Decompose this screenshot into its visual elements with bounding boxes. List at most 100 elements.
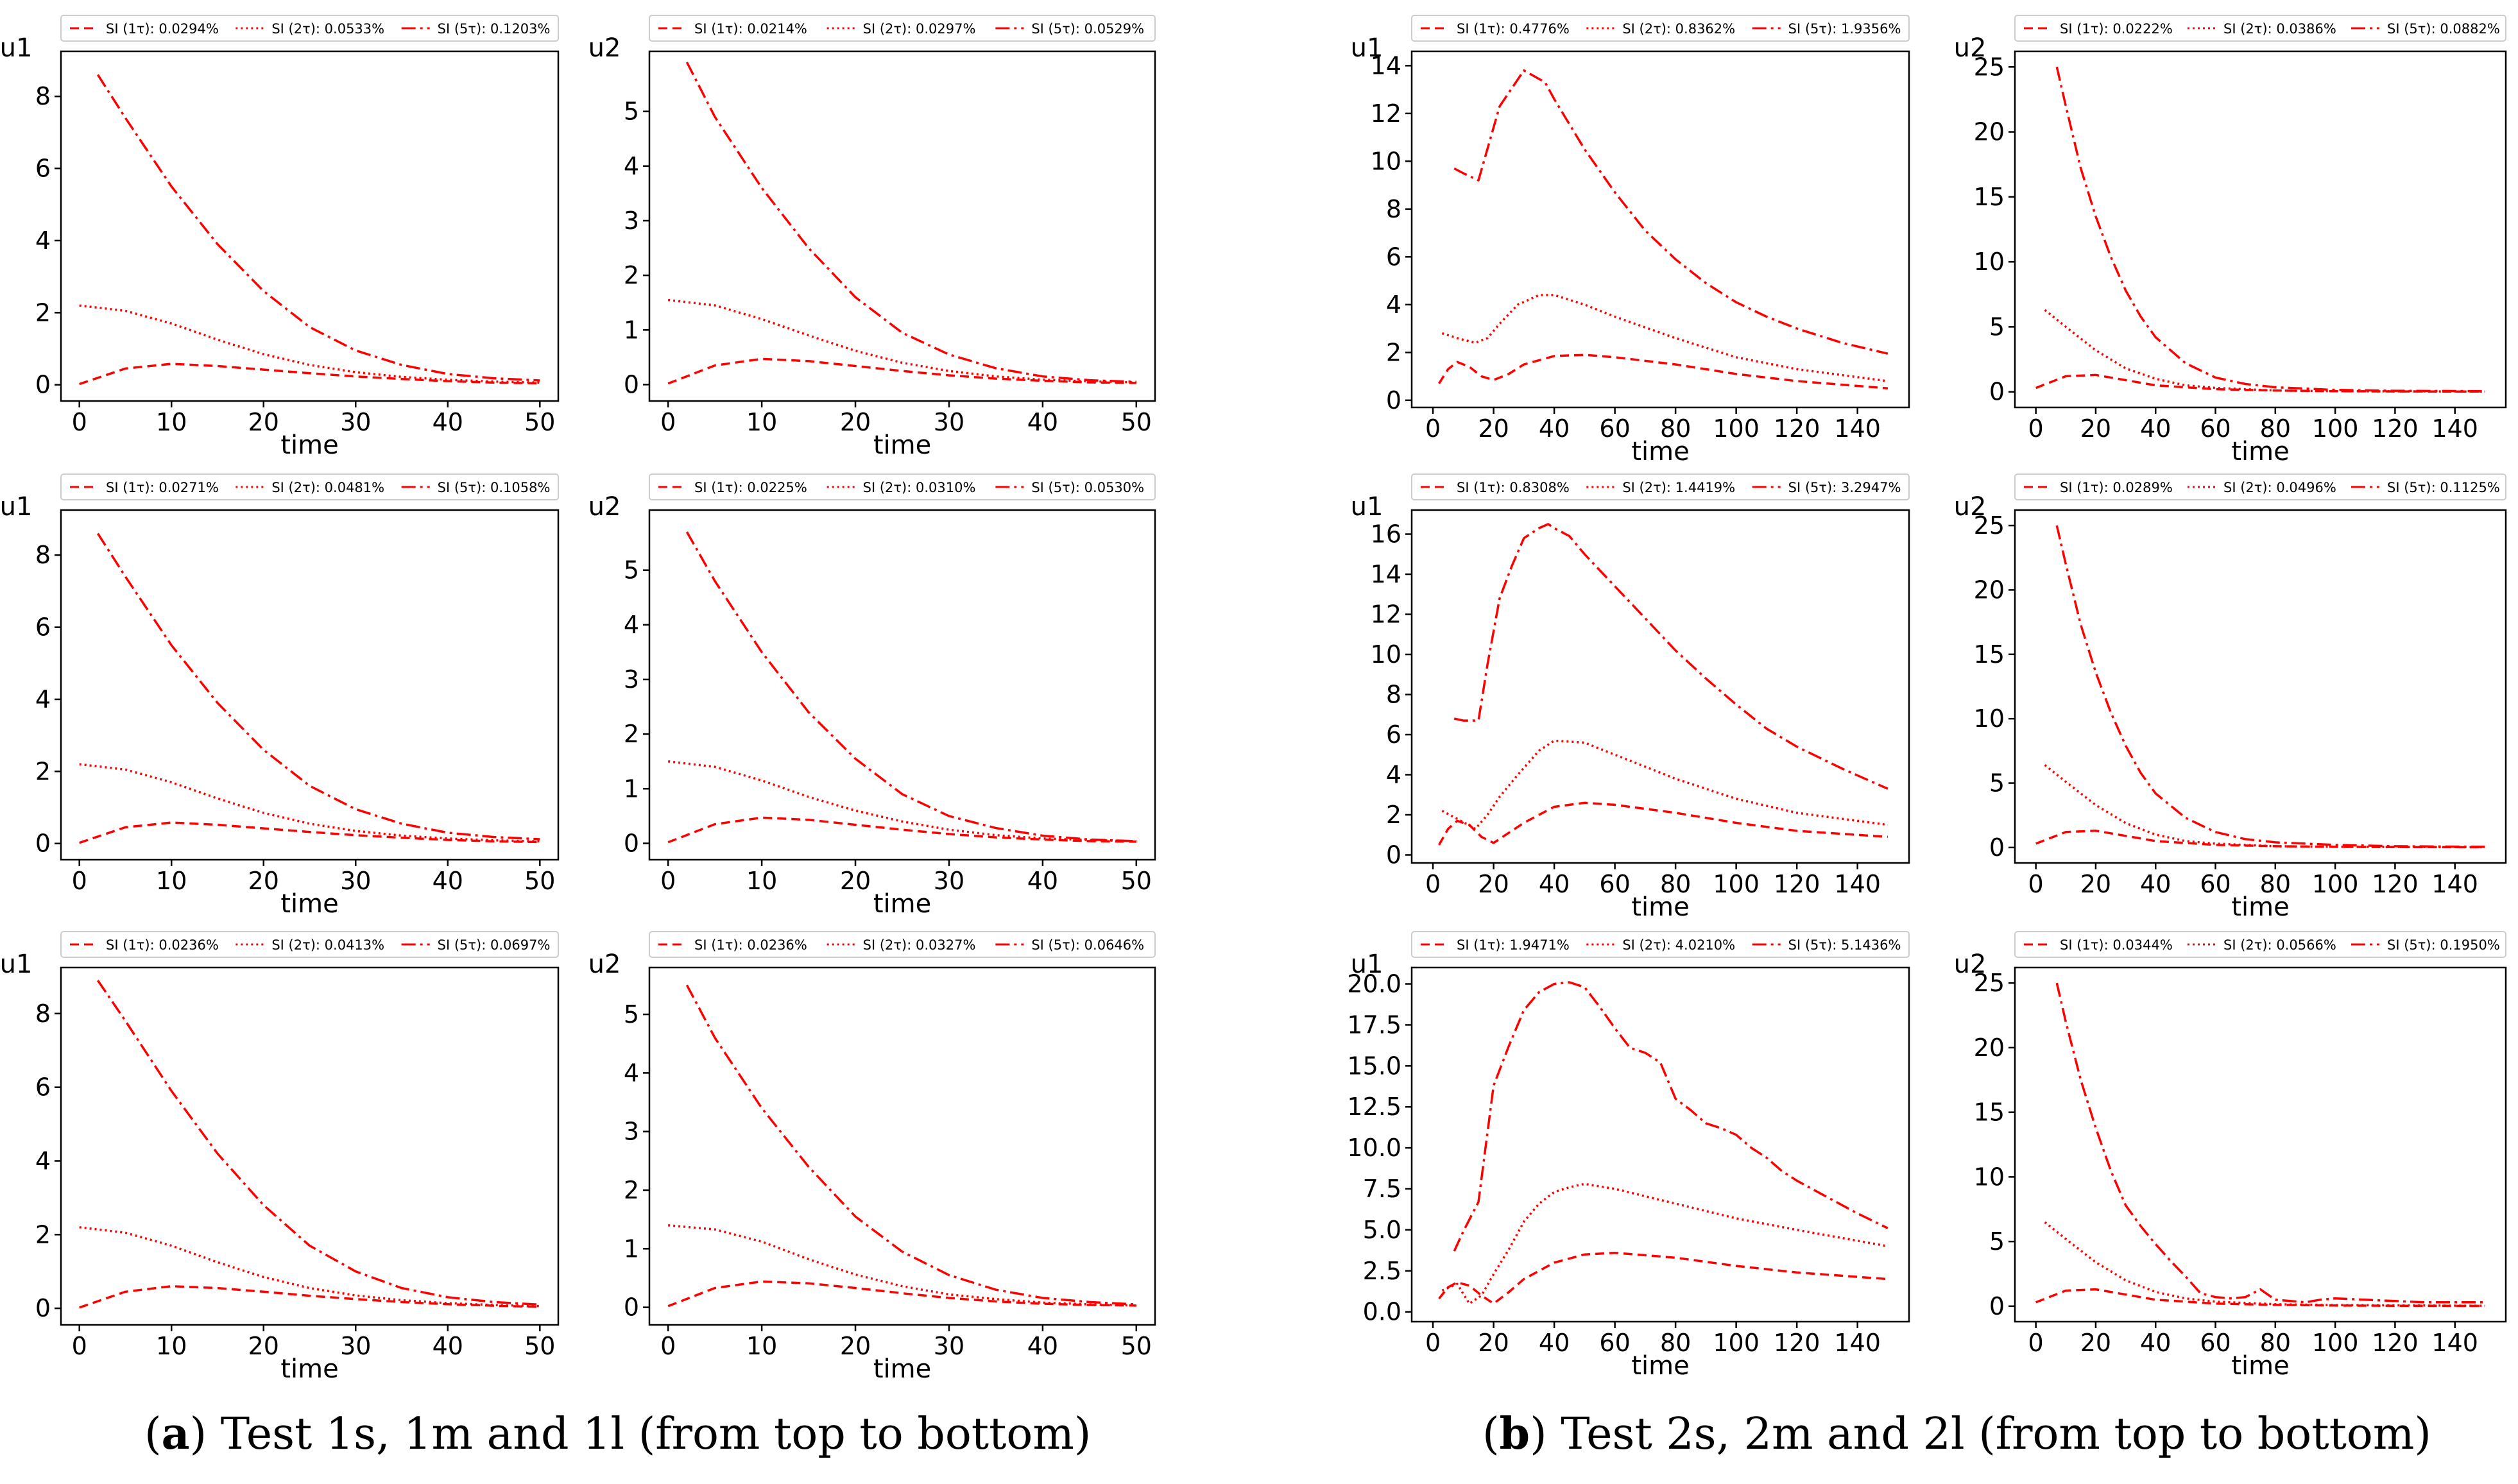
- y-tick-label: 0: [1386, 386, 1401, 414]
- x-tick-label: 120: [1774, 1329, 1820, 1357]
- y-axis-label: u1: [0, 950, 32, 979]
- chart-b-row2-u2: 0 20 40 60 80 100 120 140 0 5 10 15 20 25 time u2 SI (1τ…: [1954, 473, 2507, 922]
- y-tick-label: 0: [624, 829, 639, 857]
- caption-a: (a) Test 1s, 1m and 1l (from top to bott…: [144, 1408, 1092, 1460]
- y-tick-label: 0: [35, 830, 51, 858]
- plot-frame: [60, 509, 560, 861]
- chart-a-row3-u2: 0 10 20 30 40 50 0 1 2 3 4 5 time u2 SI (1τ): 0.0236% S…: [588, 931, 1156, 1384]
- x-tick-label: 30: [934, 1332, 964, 1360]
- x-tick-label: 0: [660, 867, 676, 895]
- series-line-dashdot: [2055, 66, 2485, 393]
- x-tick-label: 30: [934, 867, 964, 895]
- legend-label: SI (1τ): 0.0236%: [106, 937, 219, 953]
- series-line-dashdot: [685, 62, 1136, 383]
- y-tick-label: 0: [1989, 378, 2005, 406]
- x-tick-label: 60: [2200, 414, 2231, 443]
- legend-box: [60, 931, 559, 958]
- x-tick-label: 140: [2431, 1329, 2478, 1357]
- x-tick-label: 140: [2431, 414, 2478, 443]
- plot-frame: [1410, 509, 1910, 864]
- y-tick-label: 12: [1371, 99, 1401, 128]
- series-line-dashed: [2035, 830, 2485, 849]
- legend-box: [1411, 931, 1910, 958]
- legend-label: SI (5τ): 0.0530%: [1031, 480, 1144, 495]
- legend-label: SI (1τ): 0.0236%: [694, 937, 807, 953]
- chart-a-row2-u2: 0 10 20 30 40 50 0 1 2 3 4 5 time u2 SI (1τ): 0.0225% S…: [588, 473, 1156, 919]
- x-tick-label: 0: [72, 1332, 87, 1360]
- series-line-dashed: [1438, 354, 1888, 389]
- legend-label: SI (5τ): 0.1950%: [2387, 937, 2500, 953]
- legend-label: SI (2τ): 0.0481%: [271, 480, 384, 495]
- y-tick-label: 2: [1386, 801, 1401, 829]
- x-tick-label: 40: [1539, 870, 1570, 898]
- y-tick-label: 2: [35, 298, 51, 327]
- y-axis-label: u2: [1954, 33, 1987, 63]
- y-tick-label: 15.0: [1347, 1052, 1401, 1080]
- y-tick-label: 8: [35, 82, 51, 110]
- legend-label: SI (5τ): 0.0529%: [1031, 21, 1144, 37]
- y-tick-label: 2: [35, 757, 51, 785]
- series-line-dashdot: [1453, 981, 1888, 1252]
- x-tick-label: 20: [2080, 870, 2111, 898]
- x-axis-label: time: [280, 1354, 338, 1384]
- y-tick-label: 10: [1371, 640, 1401, 669]
- series-line-dotted: [2044, 1221, 2485, 1307]
- chart-b-row1-u1: 0 20 40 60 80 100 120 140 0 2 4 6 8 10 12 14 time u1 SI (1…: [1351, 15, 1910, 466]
- y-tick-label: 8: [35, 1000, 51, 1028]
- x-tick-label: 30: [934, 408, 964, 436]
- chart-b-row1-u2: 0 20 40 60 80 100 120 140 0 5 10 15 20 25 time u2 SI (1τ…: [1954, 15, 2507, 466]
- y-tick-label: 5: [624, 98, 639, 126]
- y-axis-label: u1: [0, 492, 32, 522]
- x-tick-label: 80: [2260, 414, 2291, 443]
- y-tick-label: 6: [35, 1073, 51, 1102]
- y-tick-label: 4: [35, 226, 51, 255]
- y-tick-label: 10: [1371, 147, 1401, 175]
- series-line-dashdot: [2055, 982, 2485, 1304]
- y-tick-label: 6: [1386, 721, 1401, 749]
- y-tick-label: 20: [1974, 118, 2005, 146]
- plot-frame: [1410, 966, 1910, 1323]
- x-tick-label: 80: [2260, 870, 2291, 898]
- y-tick-label: 25: [1974, 53, 2005, 81]
- y-axis-label: u2: [588, 492, 621, 522]
- x-tick-label: 20: [840, 408, 871, 436]
- legend-box: [60, 15, 559, 42]
- legend-label: SI (2τ): 0.8362%: [1622, 21, 1735, 37]
- x-axis-label: time: [1631, 892, 1689, 922]
- legend-label: SI (1τ): 0.8308%: [1457, 480, 1570, 495]
- x-tick-label: 40: [1027, 867, 1058, 895]
- y-axis-label: u2: [1954, 950, 1987, 979]
- series-line-dashdot: [96, 74, 540, 382]
- y-tick-label: 12.5: [1347, 1093, 1401, 1121]
- x-axis-label: time: [873, 889, 931, 919]
- y-tick-label: 5: [1989, 1227, 2005, 1256]
- x-axis-label: time: [280, 889, 338, 919]
- x-tick-label: 10: [156, 408, 187, 436]
- x-tick-label: 40: [1539, 414, 1570, 443]
- x-tick-label: 60: [2200, 870, 2231, 898]
- x-axis-label: time: [2231, 892, 2289, 922]
- x-tick-label: 140: [1834, 1329, 1881, 1357]
- x-tick-label: 50: [1121, 408, 1152, 436]
- x-tick-label: 30: [340, 1332, 371, 1360]
- y-tick-label: 0: [1989, 1292, 2005, 1320]
- chart-b-row3-u2: 0 20 40 60 80 100 120 140 0 5 10 15 20 25 time u2 SI (1τ…: [1954, 931, 2507, 1381]
- plot-frame: [1410, 50, 1910, 409]
- series-line-dotted: [79, 1226, 540, 1308]
- y-tick-label: 6: [1386, 243, 1401, 271]
- x-tick-label: 20: [840, 1332, 871, 1360]
- y-tick-label: 20.0: [1347, 970, 1401, 998]
- x-tick-label: 0: [1425, 414, 1441, 443]
- series-line-dotted: [667, 760, 1136, 842]
- legend-label: SI (5τ): 5.1436%: [1788, 937, 1901, 953]
- chart-b-row3-u1: 0 20 40 60 80 100 120 140 0.0 2.5 5.0 7.5 10.0 12.5 15…: [1347, 931, 1910, 1381]
- y-tick-label: 20: [1974, 576, 2005, 604]
- y-tick-label: 4: [35, 685, 51, 713]
- y-tick-label: 2: [624, 1176, 639, 1204]
- series-line-dashdot: [1453, 523, 1888, 790]
- plot-frame: [60, 966, 560, 1326]
- x-tick-label: 100: [2312, 414, 2359, 443]
- legend-label: SI (1τ): 0.0294%: [106, 21, 219, 37]
- y-axis-label: u2: [1954, 492, 1987, 522]
- y-axis-label: u1: [0, 33, 32, 63]
